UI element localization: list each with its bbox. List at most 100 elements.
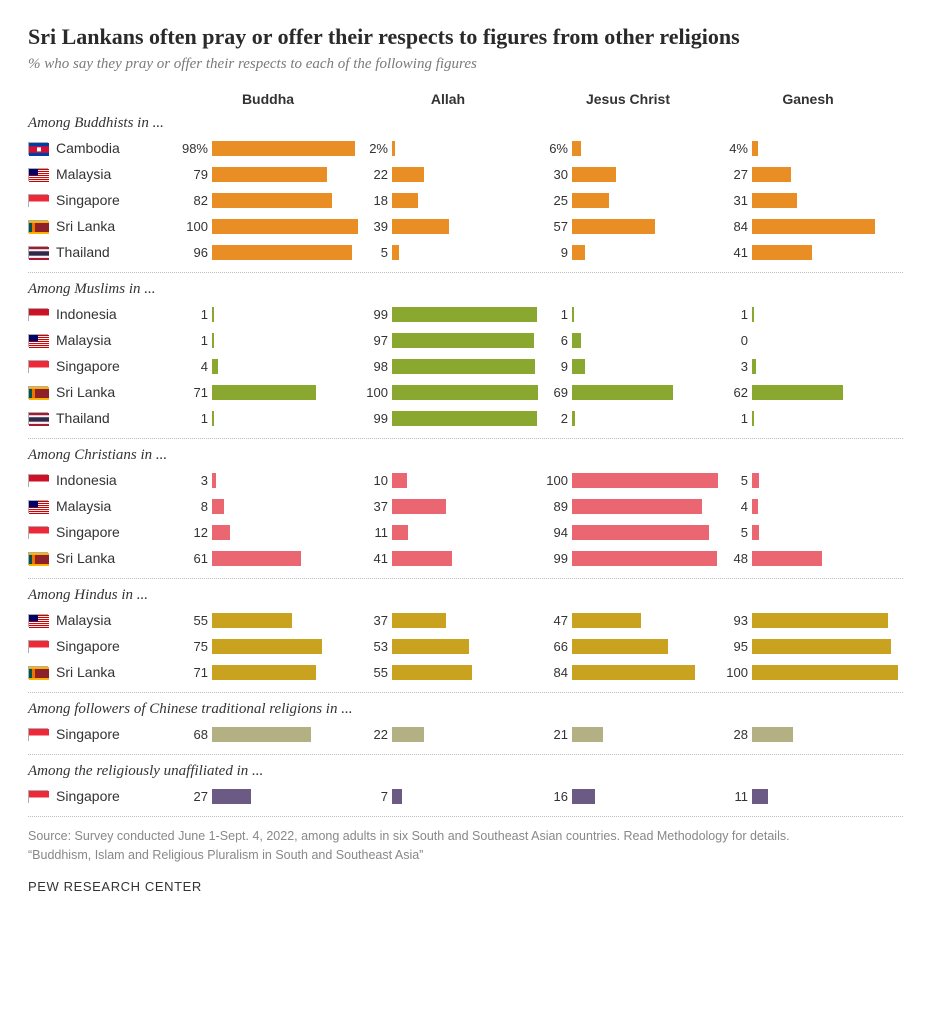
bar xyxy=(572,141,581,156)
row-label: Indonesia xyxy=(28,306,178,322)
bar xyxy=(572,639,668,654)
bar-cell: 99 xyxy=(358,411,538,426)
bar-cell: 57 xyxy=(538,219,718,234)
bar xyxy=(392,167,424,182)
chart-title: Sri Lankans often pray or offer their re… xyxy=(28,24,903,50)
value-label: 53 xyxy=(358,639,392,654)
data-row: Singapore68222128 xyxy=(28,722,903,746)
col-header: Buddha xyxy=(178,91,358,107)
bar-cell: 11 xyxy=(358,525,538,540)
bar xyxy=(212,473,216,488)
bar xyxy=(752,359,756,374)
value-label: 3 xyxy=(718,359,752,374)
bar-cell: 97 xyxy=(358,333,538,348)
data-row: Sri Lanka100395784 xyxy=(28,214,903,238)
data-row: Indonesia19911 xyxy=(28,302,903,326)
row-label: Sri Lanka xyxy=(28,664,178,680)
bar xyxy=(212,613,292,628)
value-label: 5 xyxy=(718,473,752,488)
value-label: 16 xyxy=(538,789,572,804)
bar xyxy=(752,141,758,156)
bar-cell: 4 xyxy=(718,499,898,514)
value-label: 82 xyxy=(178,193,212,208)
value-label: 11 xyxy=(358,525,392,540)
bar-cell: 31 xyxy=(718,193,898,208)
country-name: Malaysia xyxy=(56,498,111,514)
bar-cell: 9 xyxy=(538,359,718,374)
bar xyxy=(572,727,603,742)
bar-cell: 100 xyxy=(538,473,718,488)
value-label: 89 xyxy=(538,499,572,514)
data-row: Singapore2771611 xyxy=(28,784,903,808)
bar-cell: 89 xyxy=(538,499,718,514)
bar-cell: 100 xyxy=(178,219,358,234)
value-label: 99 xyxy=(538,551,572,566)
value-label: 27 xyxy=(718,167,752,182)
value-label: 11 xyxy=(718,789,752,804)
group-title: Among the religiously unaffiliated in ..… xyxy=(28,763,903,780)
bar-cell: 100 xyxy=(718,665,898,680)
data-row: Singapore49893 xyxy=(28,354,903,378)
bar-cell: 48 xyxy=(718,551,898,566)
bar-cell: 61 xyxy=(178,551,358,566)
value-label: 8 xyxy=(178,499,212,514)
value-label: 48 xyxy=(718,551,752,566)
bar-cell: 94 xyxy=(538,525,718,540)
value-label: 9 xyxy=(538,359,572,374)
bar xyxy=(572,789,595,804)
value-label: 100 xyxy=(538,473,572,488)
flag-icon xyxy=(28,552,48,565)
bar-cell: 1 xyxy=(178,333,358,348)
value-label: 55 xyxy=(178,613,212,628)
bar-cell: 18 xyxy=(358,193,538,208)
bar xyxy=(212,525,230,540)
country-name: Singapore xyxy=(56,726,120,742)
value-label: 1 xyxy=(538,307,572,322)
data-row: Singapore75536695 xyxy=(28,634,903,658)
bar-cell: 28 xyxy=(718,727,898,742)
value-label: 68 xyxy=(178,727,212,742)
bar xyxy=(572,307,574,322)
data-row: Cambodia98%2%6%4% xyxy=(28,136,903,160)
data-row: Malaysia79223027 xyxy=(28,162,903,186)
value-label: 1 xyxy=(718,307,752,322)
data-row: Indonesia3101005 xyxy=(28,468,903,492)
row-label: Singapore xyxy=(28,192,178,208)
bar-cell: 6 xyxy=(538,333,718,348)
data-row: Thailand965941 xyxy=(28,240,903,264)
row-label: Indonesia xyxy=(28,472,178,488)
country-name: Sri Lanka xyxy=(56,664,115,680)
value-label: 9 xyxy=(538,245,572,260)
value-label: 1 xyxy=(178,307,212,322)
data-row: Sri Lanka61419948 xyxy=(28,546,903,570)
flag-icon xyxy=(28,790,48,803)
bar-cell: 55 xyxy=(178,613,358,628)
data-row: Singapore1211945 xyxy=(28,520,903,544)
bar-cell: 37 xyxy=(358,499,538,514)
flag-icon xyxy=(28,246,48,259)
bar-cell: 12 xyxy=(178,525,358,540)
bar xyxy=(572,473,718,488)
bar xyxy=(572,499,702,514)
bar-cell: 62 xyxy=(718,385,898,400)
bar xyxy=(392,245,399,260)
value-label: 1 xyxy=(718,411,752,426)
bar-cell: 22 xyxy=(358,727,538,742)
value-label: 61 xyxy=(178,551,212,566)
group-divider xyxy=(28,578,903,579)
bar xyxy=(572,219,655,234)
row-label: Singapore xyxy=(28,726,178,742)
value-label: 1 xyxy=(178,333,212,348)
value-label: 84 xyxy=(538,665,572,680)
flag-icon xyxy=(28,334,48,347)
bar-cell: 4 xyxy=(178,359,358,374)
bar xyxy=(752,167,791,182)
flag-icon xyxy=(28,168,48,181)
bar xyxy=(212,141,355,156)
value-label: 0 xyxy=(718,333,752,348)
data-row: Singapore82182531 xyxy=(28,188,903,212)
bar-cell: 9 xyxy=(538,245,718,260)
value-label: 71 xyxy=(178,385,212,400)
group-title: Among Buddhists in ... xyxy=(28,115,903,132)
value-label: 28 xyxy=(718,727,752,742)
